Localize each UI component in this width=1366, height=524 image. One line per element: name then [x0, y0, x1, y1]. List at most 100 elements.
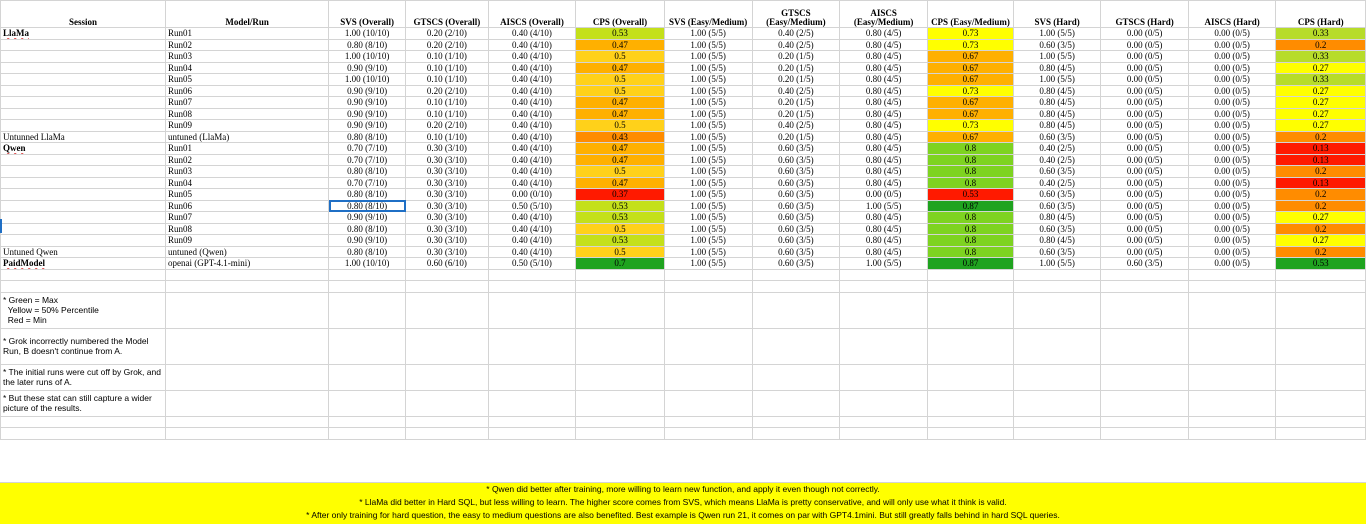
empty-cell[interactable] [751, 389, 841, 417]
cell-cps-h[interactable]: 0.13 [1275, 176, 1366, 189]
empty-cell[interactable] [487, 327, 577, 365]
empty-cell[interactable] [328, 427, 407, 440]
cell-run[interactable]: untuned (Qwen) [165, 245, 330, 258]
cell-cps-em[interactable]: 0.87 [927, 257, 1014, 270]
cell-cps-em[interactable]: 0.53 [927, 188, 1014, 201]
empty-cell[interactable] [487, 389, 577, 417]
cell-session[interactable] [0, 50, 167, 63]
cell-run[interactable]: Run08 [165, 107, 330, 120]
cell-session[interactable] [0, 84, 167, 97]
cell-cps[interactable]: 0.5 [575, 222, 665, 235]
empty-cell[interactable] [575, 427, 665, 440]
cell-run[interactable]: Run06 [165, 199, 330, 212]
empty-cell[interactable] [1275, 327, 1366, 365]
cell-aiscs-h[interactable]: 0.00 (0/5) [1187, 130, 1277, 143]
cell-svs[interactable]: 0.90 (9/10) [328, 107, 407, 120]
empty-cell[interactable] [0, 268, 167, 281]
cell-aiscs[interactable]: 0.40 (4/10) [487, 96, 577, 109]
empty-cell[interactable] [165, 280, 330, 293]
empty-cell[interactable] [1100, 389, 1189, 417]
cell-cps[interactable]: 0.47 [575, 96, 665, 109]
cell-svs-em[interactable]: 1.00 (5/5) [663, 27, 753, 40]
cell-cps-h[interactable]: 0.53 [1275, 257, 1366, 270]
empty-cell[interactable] [1100, 291, 1189, 329]
cell-svs-em[interactable]: 1.00 (5/5) [663, 257, 753, 270]
cell-svs[interactable]: 0.80 (8/10) [328, 222, 407, 235]
empty-cell[interactable] [1100, 327, 1189, 365]
empty-cell[interactable] [1275, 268, 1366, 281]
empty-cell[interactable] [575, 291, 665, 329]
cell-cps[interactable]: 0.5 [575, 119, 665, 132]
empty-cell[interactable] [405, 363, 489, 391]
cell-gtscs-h[interactable]: 0.60 (3/5) [1100, 257, 1189, 270]
cell-svs[interactable]: 1.00 (10/10) [328, 73, 407, 86]
cell-svs[interactable]: 0.80 (8/10) [328, 38, 407, 51]
empty-cell[interactable] [575, 327, 665, 365]
cell-gtscs-em[interactable]: 0.60 (3/5) [751, 211, 841, 224]
cell-cps[interactable]: 0.47 [575, 153, 665, 166]
cell-session[interactable] [0, 153, 167, 166]
cell-gtscs[interactable]: 0.20 (2/10) [405, 38, 489, 51]
cell-gtscs-em[interactable]: 0.40 (2/5) [751, 38, 841, 51]
empty-cell[interactable] [165, 291, 330, 329]
cell-gtscs[interactable]: 0.30 (3/10) [405, 211, 489, 224]
cell-gtscs-em[interactable]: 0.60 (3/5) [751, 188, 841, 201]
cell-svs[interactable]: 0.90 (9/10) [328, 96, 407, 109]
cell-run[interactable]: Run04 [165, 176, 330, 189]
cell-gtscs-h[interactable]: 0.00 (0/5) [1100, 222, 1189, 235]
cell-run[interactable]: Run06 [165, 84, 330, 97]
cell-gtscs-em[interactable]: 0.60 (3/5) [751, 142, 841, 155]
cell-gtscs[interactable]: 0.30 (3/10) [405, 165, 489, 178]
cell-aiscs-em[interactable]: 0.80 (4/5) [839, 107, 929, 120]
cell-gtscs-h[interactable]: 0.00 (0/5) [1100, 165, 1189, 178]
cell-svs-em[interactable]: 1.00 (5/5) [663, 73, 753, 86]
cell-gtscs-em[interactable]: 0.20 (1/5) [751, 61, 841, 74]
empty-cell[interactable] [663, 327, 753, 365]
cell-cps-em[interactable]: 0.73 [927, 38, 1014, 51]
cell-svs[interactable]: 0.90 (9/10) [328, 84, 407, 97]
cell-aiscs[interactable]: 0.40 (4/10) [487, 211, 577, 224]
cell-run[interactable]: Run09 [165, 234, 330, 247]
cell-svs[interactable]: 0.80 (8/10) [328, 130, 407, 143]
empty-cell[interactable] [1275, 363, 1366, 391]
cell-run[interactable]: Run08 [165, 222, 330, 235]
column-header[interactable]: GTSCS (Easy/Medium) [751, 0, 841, 28]
empty-cell[interactable] [165, 268, 330, 281]
cell-aiscs-em[interactable]: 0.80 (4/5) [839, 119, 929, 132]
cell-gtscs[interactable]: 0.20 (2/10) [405, 84, 489, 97]
cell-cps-h[interactable]: 0.27 [1275, 61, 1366, 74]
empty-cell[interactable] [663, 280, 753, 293]
cell-gtscs-h[interactable]: 0.00 (0/5) [1100, 176, 1189, 189]
cell-gtscs-h[interactable]: 0.00 (0/5) [1100, 188, 1189, 201]
empty-cell[interactable] [839, 415, 929, 428]
empty-cell[interactable] [1275, 415, 1366, 428]
cell-aiscs[interactable]: 0.00 (0/10) [487, 188, 577, 201]
cell-svs-h[interactable]: 0.40 (2/5) [1012, 176, 1102, 189]
empty-cell[interactable] [927, 268, 1014, 281]
empty-cell[interactable] [1012, 291, 1102, 329]
cell-svs-h[interactable]: 1.00 (5/5) [1012, 27, 1102, 40]
cell-gtscs[interactable]: 0.30 (3/10) [405, 245, 489, 258]
empty-cell[interactable] [165, 415, 330, 428]
cell-cps-h[interactable]: 0.27 [1275, 119, 1366, 132]
cell-cps[interactable]: 0.5 [575, 165, 665, 178]
empty-cell[interactable] [663, 363, 753, 391]
cell-aiscs-em[interactable]: 0.80 (4/5) [839, 50, 929, 63]
cell-svs[interactable]: 1.00 (10/10) [328, 50, 407, 63]
cell-gtscs[interactable]: 0.20 (2/10) [405, 27, 489, 40]
cell-svs-h[interactable]: 1.00 (5/5) [1012, 257, 1102, 270]
column-header[interactable]: GTSCS (Hard) [1100, 0, 1189, 28]
cell-cps-em[interactable]: 0.67 [927, 50, 1014, 63]
cell-svs-h[interactable]: 0.80 (4/5) [1012, 96, 1102, 109]
cell-cps[interactable]: 0.53 [575, 27, 665, 40]
empty-cell[interactable] [1187, 415, 1277, 428]
cell-aiscs[interactable]: 0.40 (4/10) [487, 165, 577, 178]
empty-cell[interactable] [165, 327, 330, 365]
cell-aiscs-em[interactable]: 0.80 (4/5) [839, 73, 929, 86]
cell-session[interactable]: Untunned LlaMa [0, 130, 167, 143]
cell-gtscs-h[interactable]: 0.00 (0/5) [1100, 119, 1189, 132]
cell-cps-em[interactable]: 0.73 [927, 119, 1014, 132]
empty-cell[interactable] [328, 327, 407, 365]
cell-svs-h[interactable]: 0.40 (2/5) [1012, 153, 1102, 166]
cell-gtscs-em[interactable]: 0.20 (1/5) [751, 107, 841, 120]
